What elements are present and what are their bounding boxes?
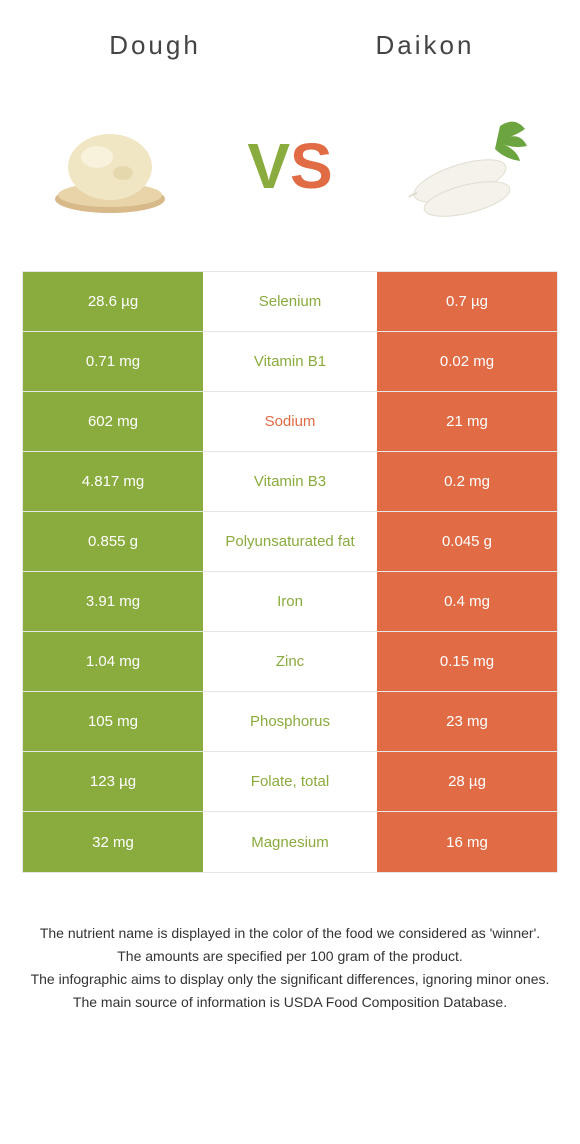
footnote-line: The infographic aims to display only the… [30, 969, 550, 990]
table-row: 4.817 mgVitamin B30.2 mg [23, 452, 557, 512]
vs-letter-s: S [290, 130, 333, 202]
left-value-cell: 105 mg [23, 692, 203, 751]
vs-row: VS [0, 71, 580, 271]
table-row: 602 mgSodium21 mg [23, 392, 557, 452]
nutrient-table: 28.6 µgSelenium0.7 µg0.71 mgVitamin B10.… [22, 271, 558, 873]
right-value-cell: 0.2 mg [377, 452, 557, 511]
left-value-cell: 0.855 g [23, 512, 203, 571]
right-value-cell: 0.15 mg [377, 632, 557, 691]
table-row: 0.71 mgVitamin B10.02 mg [23, 332, 557, 392]
left-value-cell: 1.04 mg [23, 632, 203, 691]
footnote-line: The amounts are specified per 100 gram o… [30, 946, 550, 967]
nutrient-label-cell: Magnesium [203, 812, 377, 872]
table-row: 123 µgFolate, total28 µg [23, 752, 557, 812]
nutrient-label-cell: Sodium [203, 392, 377, 451]
right-value-cell: 0.045 g [377, 512, 557, 571]
nutrient-label-cell: Iron [203, 572, 377, 631]
nutrient-label-cell: Selenium [203, 272, 377, 331]
right-value-cell: 0.4 mg [377, 572, 557, 631]
footnote-line: The main source of information is USDA F… [30, 992, 550, 1013]
nutrient-label-cell: Folate, total [203, 752, 377, 811]
right-value-cell: 23 mg [377, 692, 557, 751]
left-value-cell: 123 µg [23, 752, 203, 811]
nutrient-label-cell: Polyunsaturated fat [203, 512, 377, 571]
right-value-cell: 21 mg [377, 392, 557, 451]
footnotes: The nutrient name is displayed in the co… [0, 873, 580, 1035]
right-value-cell: 0.7 µg [377, 272, 557, 331]
left-value-cell: 4.817 mg [23, 452, 203, 511]
infographic-container: Dough Daikon VS 28.6 µ [0, 0, 580, 1035]
vs-label: VS [200, 134, 380, 198]
daikon-icon [405, 111, 535, 221]
right-value-cell: 16 mg [377, 812, 557, 872]
table-row: 105 mgPhosphorus23 mg [23, 692, 557, 752]
table-row: 0.855 gPolyunsaturated fat0.045 g [23, 512, 557, 572]
left-food-image [20, 101, 200, 231]
left-value-cell: 28.6 µg [23, 272, 203, 331]
nutrient-label-cell: Vitamin B3 [203, 452, 377, 511]
left-value-cell: 602 mg [23, 392, 203, 451]
table-row: 3.91 mgIron0.4 mg [23, 572, 557, 632]
table-row: 28.6 µgSelenium0.7 µg [23, 272, 557, 332]
right-value-cell: 0.02 mg [377, 332, 557, 391]
dough-icon [45, 111, 175, 221]
table-row: 1.04 mgZinc0.15 mg [23, 632, 557, 692]
nutrient-label-cell: Phosphorus [203, 692, 377, 751]
left-value-cell: 32 mg [23, 812, 203, 872]
vs-letter-v: V [247, 130, 290, 202]
nutrient-label-cell: Vitamin B1 [203, 332, 377, 391]
nutrient-label-cell: Zinc [203, 632, 377, 691]
right-value-cell: 28 µg [377, 752, 557, 811]
header-row: Dough Daikon [0, 0, 580, 71]
table-row: 32 mgMagnesium16 mg [23, 812, 557, 872]
right-food-title: Daikon [290, 30, 560, 61]
left-food-title: Dough [20, 30, 290, 61]
right-food-image [380, 101, 560, 231]
left-value-cell: 0.71 mg [23, 332, 203, 391]
footnote-line: The nutrient name is displayed in the co… [30, 923, 550, 944]
left-value-cell: 3.91 mg [23, 572, 203, 631]
